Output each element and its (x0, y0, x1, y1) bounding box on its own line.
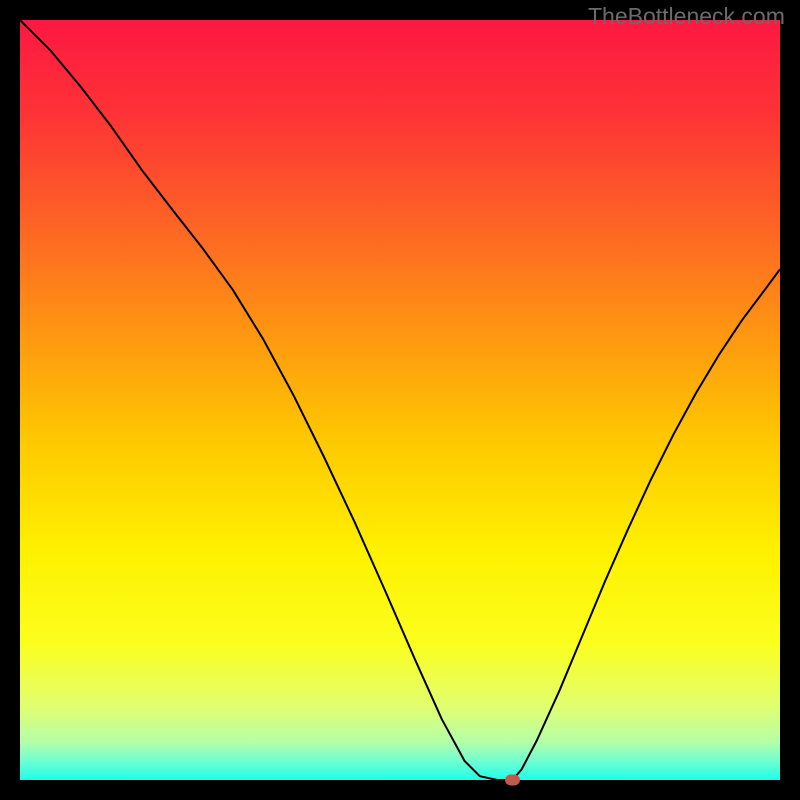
optimal-point-marker (505, 775, 520, 786)
watermark-text: TheBottleneck.com (588, 3, 785, 30)
chart-background (20, 20, 780, 780)
